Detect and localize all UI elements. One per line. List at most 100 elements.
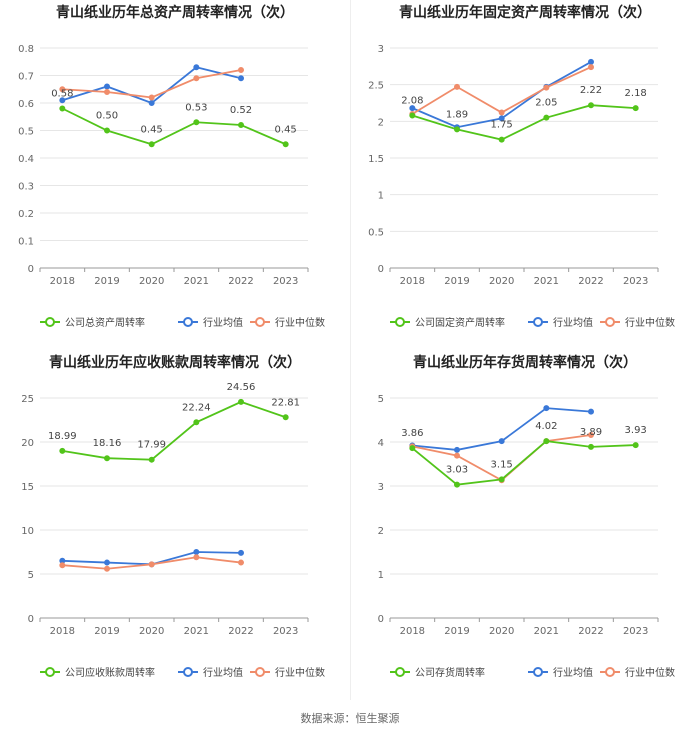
- legend-label: 行业中位数: [625, 666, 675, 679]
- legend-label: 行业均值: [553, 666, 593, 679]
- data-point: [148, 456, 155, 463]
- series-line: [62, 400, 286, 461]
- data-point: [148, 100, 155, 106]
- x-tick-label: 2021: [184, 276, 209, 287]
- y-tick-label: 0.8: [18, 44, 34, 55]
- legend-swatch-marker: [533, 317, 543, 327]
- legend-label: 公司固定资产周转率: [415, 316, 505, 329]
- legend-label: 公司总资产周转率: [65, 316, 145, 329]
- data-point: [193, 554, 200, 561]
- legend-label: 行业中位数: [275, 666, 325, 679]
- x-tick-label: 2020: [139, 626, 164, 637]
- data-point: [454, 83, 460, 90]
- data-point: [59, 562, 66, 569]
- legend-label: 行业均值: [203, 316, 243, 329]
- y-tick-label: 0.5: [368, 227, 384, 238]
- x-tick-label: 2023: [273, 626, 298, 637]
- data-point: [148, 561, 155, 568]
- y-tick-label: 0.2: [18, 209, 34, 220]
- data-point: [632, 105, 639, 112]
- data-label: 3.15: [491, 459, 513, 470]
- x-tick-label: 2022: [228, 626, 253, 637]
- data-label: 18.99: [48, 431, 77, 442]
- data-point: [454, 481, 460, 488]
- data-point: [409, 105, 416, 112]
- data-point: [588, 64, 594, 71]
- data-point: [238, 122, 244, 128]
- data-label: 18.16: [93, 438, 122, 449]
- data-point: [104, 455, 110, 462]
- data-label: 3.93: [625, 425, 647, 436]
- chart-title: 青山纸业历年总资产周转率情况（次）: [56, 5, 294, 21]
- data-point: [104, 565, 110, 572]
- x-tick-label: 2023: [623, 626, 648, 637]
- legend-swatch-marker: [255, 317, 265, 327]
- receivables-turnover-chart: 青山纸业历年应收账款周转率情况（次） 0 5 10 15 20 25 2018 2019 202…: [0, 350, 350, 700]
- legend-swatch-marker: [183, 667, 193, 677]
- legend-swatch-marker: [605, 317, 615, 327]
- chart-svg: 0 0.1 0.2 0.3 0.4 0.5 0.6 0.7 0.8 2018 2019 2020 202…: [18, 44, 325, 329]
- legend-swatch-marker: [255, 667, 265, 677]
- data-label: 0.45: [275, 124, 297, 135]
- y-tick-label: 4: [378, 438, 384, 449]
- data-point: [454, 452, 460, 459]
- data-label: 22.24: [182, 402, 211, 413]
- data-label: 0.50: [96, 111, 118, 122]
- data-point: [193, 64, 200, 71]
- y-tick-label: 0: [28, 264, 34, 275]
- inventory-turnover-chart: 青山纸业历年存货周转率情况（次） 0 1 2 3 4 5 2018 2019 2020 2021 2…: [350, 350, 700, 700]
- x-tick-label: 2020: [139, 276, 164, 287]
- data-point: [59, 97, 66, 104]
- data-point: [104, 127, 110, 134]
- y-tick-label: 1: [378, 191, 384, 202]
- data-point: [588, 408, 594, 415]
- data-label: 0.58: [51, 89, 73, 100]
- data-label: 2.18: [625, 88, 647, 99]
- data-point: [59, 86, 66, 93]
- legend-swatch-marker: [533, 667, 543, 677]
- data-point: [543, 114, 550, 121]
- series-line: [412, 104, 636, 141]
- y-tick-label: 0.5: [18, 127, 34, 138]
- data-point: [543, 84, 550, 91]
- x-tick-label: 2022: [578, 626, 603, 637]
- data-point: [104, 559, 110, 566]
- data-point: [454, 446, 460, 453]
- chart-title: 青山纸业历年存货周转率情况（次）: [413, 355, 637, 371]
- data-label: 1.75: [491, 120, 513, 131]
- data-point: [193, 419, 200, 426]
- y-tick-label: 15: [21, 482, 34, 493]
- x-tick-label: 2021: [534, 626, 559, 637]
- data-point: [498, 438, 505, 445]
- series-line: [411, 440, 636, 486]
- series-line: [62, 69, 242, 99]
- data-point: [59, 447, 66, 454]
- data-label: 3.03: [446, 465, 468, 476]
- y-tick-label: 3: [378, 44, 384, 55]
- x-tick-label: 2018: [400, 276, 425, 287]
- panel-divider: [350, 0, 351, 700]
- x-tick-label: 2020: [489, 626, 514, 637]
- legend-swatch-marker: [45, 667, 55, 677]
- y-tick-label: 0: [28, 614, 34, 625]
- y-tick-label: 0.7: [18, 72, 34, 83]
- data-point: [59, 105, 66, 112]
- data-point: [543, 405, 550, 412]
- y-tick-label: 10: [21, 526, 34, 537]
- x-tick-label: 2021: [184, 626, 209, 637]
- data-label: 4.02: [535, 421, 557, 432]
- y-tick-label: 0: [378, 614, 384, 625]
- x-tick-label: 2018: [50, 276, 75, 287]
- y-tick-label: 0.1: [18, 237, 34, 248]
- data-label: 2.08: [401, 95, 423, 106]
- legend-label: 行业均值: [203, 666, 243, 679]
- y-tick-label: 0: [378, 264, 384, 275]
- data-point: [238, 549, 244, 556]
- data-label: 22.81: [271, 397, 300, 408]
- data-point: [148, 141, 155, 148]
- total-asset-turnover-chart: 青山纸业历年总资产周转率情况（次） 0 0.1 0.2 0.3 0.4 0.5 0.6 0.7…: [0, 0, 350, 350]
- data-point: [498, 115, 505, 122]
- y-tick-label: 2: [378, 526, 384, 537]
- x-tick-label: 2023: [273, 276, 298, 287]
- legend-swatch-marker: [395, 667, 405, 677]
